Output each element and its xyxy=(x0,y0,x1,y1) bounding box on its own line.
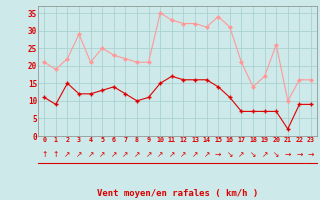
Text: ↗: ↗ xyxy=(180,150,187,159)
Text: ↗: ↗ xyxy=(169,150,175,159)
Text: Vent moyen/en rafales ( km/h ): Vent moyen/en rafales ( km/h ) xyxy=(97,189,258,198)
Text: →: → xyxy=(308,150,314,159)
Text: ↑: ↑ xyxy=(41,150,47,159)
Text: ↗: ↗ xyxy=(238,150,244,159)
Text: ↗: ↗ xyxy=(134,150,140,159)
Text: ↗: ↗ xyxy=(204,150,210,159)
Text: ↗: ↗ xyxy=(157,150,164,159)
Text: ↑: ↑ xyxy=(52,150,59,159)
Text: ↗: ↗ xyxy=(87,150,94,159)
Text: ↗: ↗ xyxy=(76,150,82,159)
Text: ↘: ↘ xyxy=(250,150,256,159)
Text: ↗: ↗ xyxy=(192,150,198,159)
Text: ↗: ↗ xyxy=(111,150,117,159)
Text: →: → xyxy=(284,150,291,159)
Text: ↘: ↘ xyxy=(273,150,279,159)
Text: ↗: ↗ xyxy=(99,150,105,159)
Text: →: → xyxy=(215,150,221,159)
Text: ↗: ↗ xyxy=(261,150,268,159)
Text: ↗: ↗ xyxy=(122,150,129,159)
Text: ↘: ↘ xyxy=(227,150,233,159)
Text: ↗: ↗ xyxy=(145,150,152,159)
Text: ↗: ↗ xyxy=(64,150,71,159)
Text: →: → xyxy=(296,150,303,159)
